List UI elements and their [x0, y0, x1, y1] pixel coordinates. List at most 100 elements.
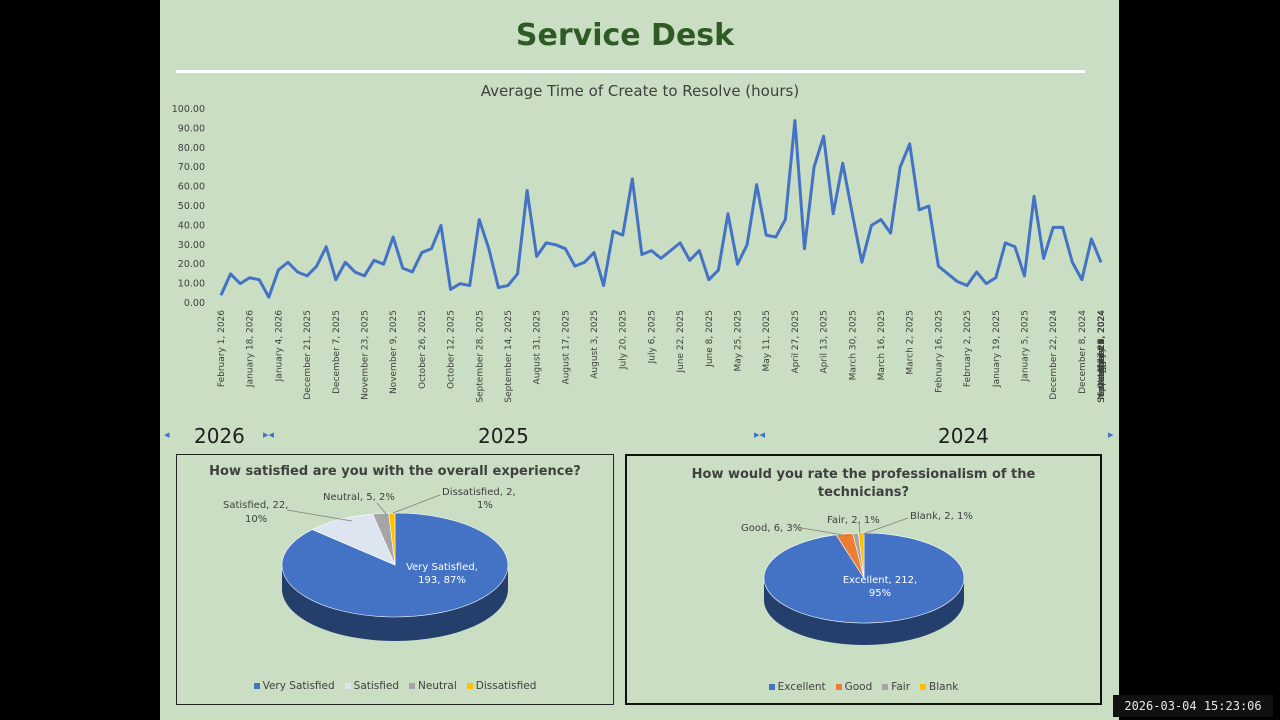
data-point	[564, 247, 566, 249]
y-tick-label: 90.00	[178, 123, 205, 134]
data-point	[631, 178, 633, 180]
data-point	[296, 271, 298, 273]
data-point	[583, 261, 585, 263]
pie-data-label: Blank, 2, 1%	[910, 511, 973, 522]
year-range-divider-arrow: ▸◂	[263, 428, 275, 441]
pie-data-label: Dissatisfied, 2,	[442, 487, 516, 498]
x-tick-label: September 1, 2024	[1097, 310, 1107, 397]
legend-swatch	[409, 683, 415, 689]
x-tick-label: January 5, 2025	[1020, 310, 1030, 382]
x-tick-label: August 18, 2024	[1097, 310, 1107, 385]
x-tick-label: May 26, 2024	[1097, 310, 1107, 372]
leader-line	[858, 522, 861, 535]
x-tick-label: August 17, 2025	[561, 310, 571, 384]
data-point	[1090, 238, 1092, 240]
x-tick-label: November 9, 2025	[389, 310, 399, 394]
satisfaction-pie-legend: Very Satisfied Satisfied Neutral Dissatisfi…	[177, 680, 613, 692]
pie-slice-dissatisfied	[388, 512, 396, 566]
data-point	[1052, 226, 1054, 228]
y-tick-label: 10.00	[178, 279, 205, 290]
data-point	[880, 218, 882, 220]
leader-line	[392, 494, 441, 514]
page-title: Service Desk	[515, 18, 735, 53]
data-point	[975, 271, 977, 273]
data-point	[669, 249, 671, 251]
data-point	[497, 286, 499, 288]
x-tick-label: March 30, 2025	[848, 310, 858, 380]
legend-swatch	[920, 684, 927, 690]
data-point	[1100, 261, 1102, 263]
pie-side-wall	[764, 578, 964, 645]
data-point	[995, 277, 997, 279]
x-tick-label: July 21, 2024	[1097, 310, 1107, 370]
x-tick-label: February 1, 2026	[217, 310, 227, 387]
data-point	[708, 279, 710, 281]
legend-item-satisfied: Satisfied	[344, 680, 399, 692]
data-point	[459, 282, 461, 284]
title-divider	[176, 70, 1085, 73]
pie-data-label: Neutral, 5, 2%	[323, 492, 395, 503]
data-point	[277, 269, 279, 271]
data-point	[612, 230, 614, 232]
data-point	[784, 218, 786, 220]
year-label-2026: 2026	[194, 424, 245, 448]
y-tick-label: 60.00	[178, 182, 205, 193]
data-point	[402, 267, 404, 269]
data-point	[755, 183, 757, 185]
data-point	[354, 271, 356, 273]
data-point	[315, 265, 317, 267]
resolve-time-series-line	[219, 119, 1103, 299]
data-point	[268, 296, 270, 298]
professionalism-pie-legend: Excellent Good Fair Blank	[627, 681, 1100, 693]
data-point	[641, 253, 643, 255]
data-point	[851, 213, 853, 215]
data-point	[507, 284, 509, 286]
legend-swatch	[253, 683, 260, 689]
pie-data-label: 193, 87%	[418, 575, 466, 586]
satisfaction-pie-panel: How satisfied are you with the overall e…	[176, 454, 614, 705]
data-point	[622, 234, 624, 236]
legend-label: Fair	[891, 681, 911, 693]
legend-item-fair: Fair	[882, 681, 910, 693]
data-point	[593, 251, 595, 253]
x-tick-label: March 2, 2025	[906, 310, 916, 375]
y-tick-label: 30.00	[178, 240, 205, 251]
data-point	[918, 209, 920, 211]
data-point	[956, 280, 958, 282]
professionalism-pie-chart: Excellent, 212, 95% Good, 6, 3% Fair, 2, 1%…	[741, 511, 973, 645]
legend-label: Dissatisfied	[475, 680, 537, 692]
year-range-right-arrow: ▸	[1108, 428, 1114, 441]
data-point	[889, 232, 891, 234]
x-tick-label: December 7, 2025	[332, 310, 342, 394]
legend-label: Blank	[929, 681, 959, 693]
dashboard-slide: Service Desk Average Time of Create to R…	[160, 0, 1119, 720]
pie-data-label: Excellent, 212,	[843, 575, 917, 586]
x-tick-label: October 27, 2024	[1097, 310, 1107, 389]
pie-slice-blank	[858, 532, 865, 579]
x-tick-label: September 15, 2024	[1097, 310, 1107, 403]
data-point	[794, 119, 796, 121]
x-tick-label: December 8, 2024	[1078, 310, 1088, 394]
x-tick-label: September 14, 2025	[504, 310, 514, 403]
x-tick-label: November 10, 2024	[1097, 310, 1107, 400]
data-point	[1081, 279, 1083, 281]
legend-label: Excellent	[777, 681, 826, 693]
legend-label: Very Satisfied	[262, 680, 335, 692]
y-tick-label: 40.00	[178, 220, 205, 231]
pie-data-label: Fair, 2, 1%	[827, 515, 880, 526]
x-tick-label: April 28, 2024	[1097, 310, 1107, 374]
data-point	[535, 255, 537, 257]
legend-item-neutral: Neutral	[409, 680, 457, 692]
legend-swatch	[466, 683, 473, 689]
data-point	[698, 249, 700, 251]
y-tick-label: 0.00	[184, 298, 205, 309]
data-point	[861, 261, 863, 263]
data-point	[1033, 195, 1035, 197]
x-tick-label: July 7, 2024	[1097, 310, 1107, 365]
data-point	[650, 249, 652, 251]
legend-swatch	[882, 684, 889, 690]
data-point	[842, 162, 844, 164]
x-tick-label: December 21, 2025	[303, 310, 313, 400]
x-tick-label: March 16, 2025	[877, 310, 887, 380]
x-tick-label: June 23, 2024	[1097, 310, 1107, 374]
